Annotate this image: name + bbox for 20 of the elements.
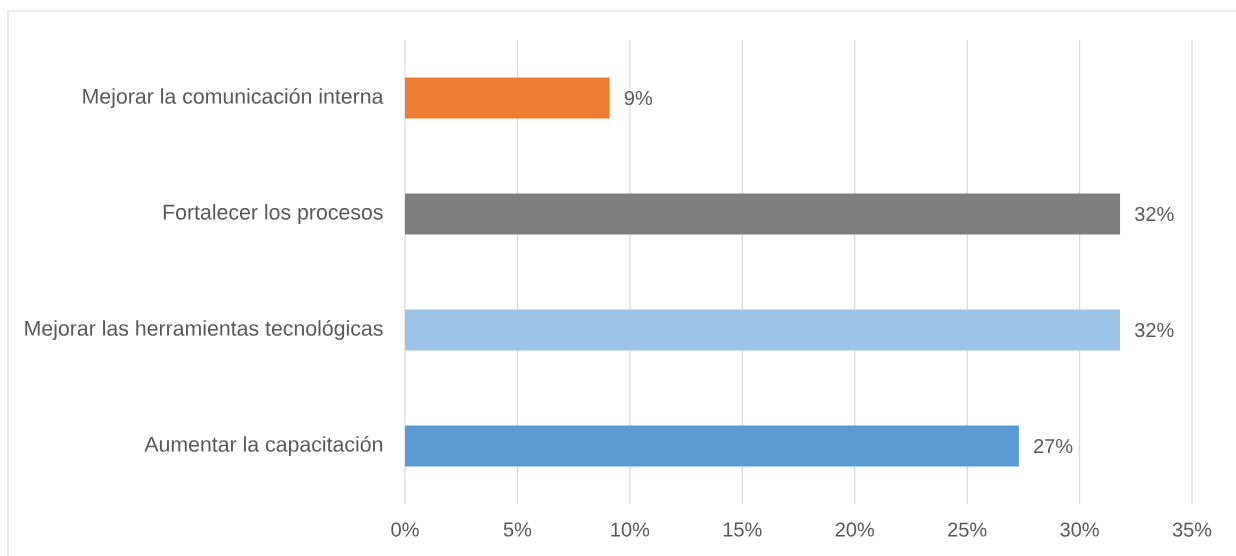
data-label: 32% [1135,322,1174,338]
bar [405,309,1121,351]
bar [405,193,1121,235]
x-tick-label: 25% [948,522,987,537]
x-tick-label: 5% [503,522,532,537]
x-tick-label: 15% [723,522,762,537]
y-tick-label: Mejorar las herramientas tecnológicas [25,319,383,341]
data-label: 32% [1135,206,1174,222]
bar [405,77,610,119]
x-tick-label: 35% [1172,522,1212,537]
data-label: 9% [624,90,653,106]
x-tick-label: 10% [611,522,650,537]
y-tick-label: Aumentar la capacitación [144,435,383,457]
x-tick-label: 0% [391,522,419,537]
y-tick-label: Fortalecer los procesos [163,204,383,224]
bar [405,425,1019,467]
x-tick-label: 20% [835,522,875,537]
y-tick-label: Mejorar la comunicación interna [83,87,384,109]
x-tick-label: 30% [1060,522,1099,537]
data-label: 27% [1034,438,1073,454]
